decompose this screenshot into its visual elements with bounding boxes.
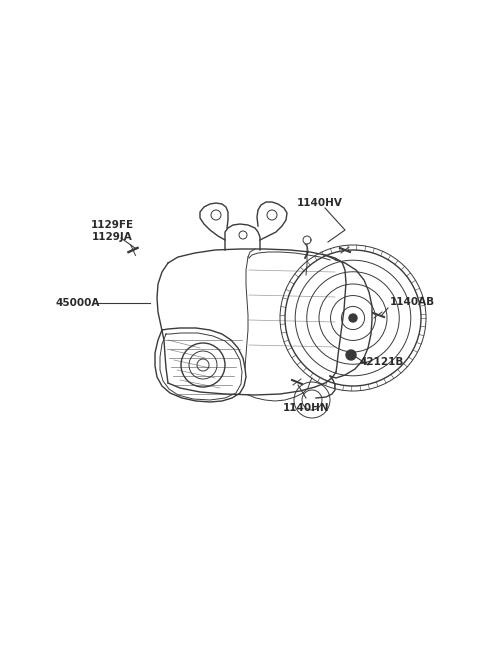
Text: 42121B: 42121B [360, 357, 404, 367]
Text: 45000A: 45000A [55, 298, 99, 308]
Text: 1140AB: 1140AB [390, 297, 435, 307]
Text: 1140HV: 1140HV [297, 198, 343, 208]
Text: 1129FE
1129JA: 1129FE 1129JA [90, 220, 133, 242]
Circle shape [346, 350, 356, 360]
Text: 1140HN: 1140HN [283, 403, 329, 413]
Circle shape [349, 314, 357, 322]
